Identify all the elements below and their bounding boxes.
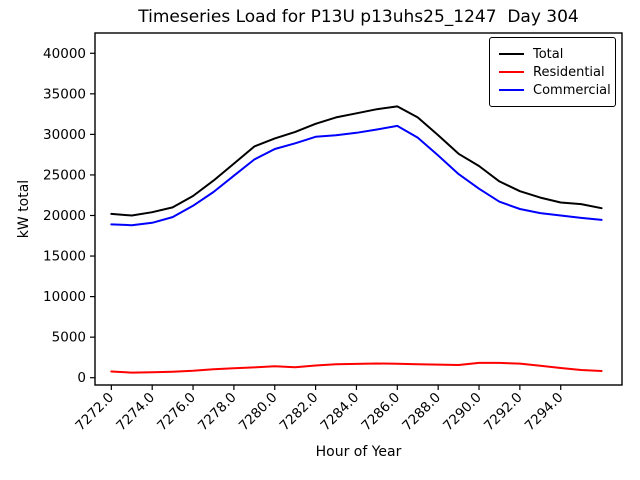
y-tick-label: 30000 [43, 127, 86, 143]
x-tick-label: 7286.0 [358, 390, 403, 435]
x-tick-label: 7274.0 [113, 390, 158, 435]
y-tick-label: 10000 [43, 289, 86, 305]
legend-item-residential: Residential [499, 63, 606, 81]
legend-label: Total [533, 46, 564, 62]
y-tick-label: 25000 [43, 167, 86, 183]
y-axis-label: kW total [16, 179, 32, 239]
y-tick-label: 35000 [43, 86, 86, 102]
legend-item-commercial: Commercial [499, 81, 611, 99]
legend: Total Residential Commercial [489, 37, 616, 107]
x-tick-label: 7276.0 [154, 390, 199, 435]
chart-title: Timeseries Load for P13U p13uhs25_1247 D… [138, 7, 579, 27]
x-tick-label: 7290.0 [440, 390, 485, 435]
y-tick-label: 0 [77, 370, 86, 386]
y-tick-label: 5000 [52, 330, 86, 346]
total-line [110, 105, 603, 217]
commercial-line-swatch [499, 89, 524, 91]
residential-line-swatch [499, 71, 524, 73]
legend-label: Commercial [533, 82, 611, 98]
legend-label: Residential [533, 64, 605, 80]
y-tick-label: 15000 [43, 249, 86, 265]
x-tick-label: 7294.0 [522, 390, 567, 435]
total-line-swatch [499, 53, 524, 55]
legend-item-total: Total [499, 45, 606, 63]
x-tick-label: 7272.0 [72, 390, 117, 435]
plot-border [94, 32, 623, 386]
x-axis-label: Hour of Year [315, 444, 402, 460]
commercial-line [110, 124, 603, 227]
y-tick-label: 40000 [43, 46, 86, 62]
x-tick-label: 7292.0 [481, 390, 526, 435]
x-tick-label: 7280.0 [236, 390, 281, 435]
x-tick-label: 7278.0 [195, 390, 240, 435]
y-tick-label: 20000 [43, 208, 86, 224]
x-tick-label: 7284.0 [318, 390, 363, 435]
x-tick-label: 7282.0 [277, 390, 322, 435]
x-tick-label: 7288.0 [399, 390, 444, 435]
residential-line [110, 361, 603, 374]
